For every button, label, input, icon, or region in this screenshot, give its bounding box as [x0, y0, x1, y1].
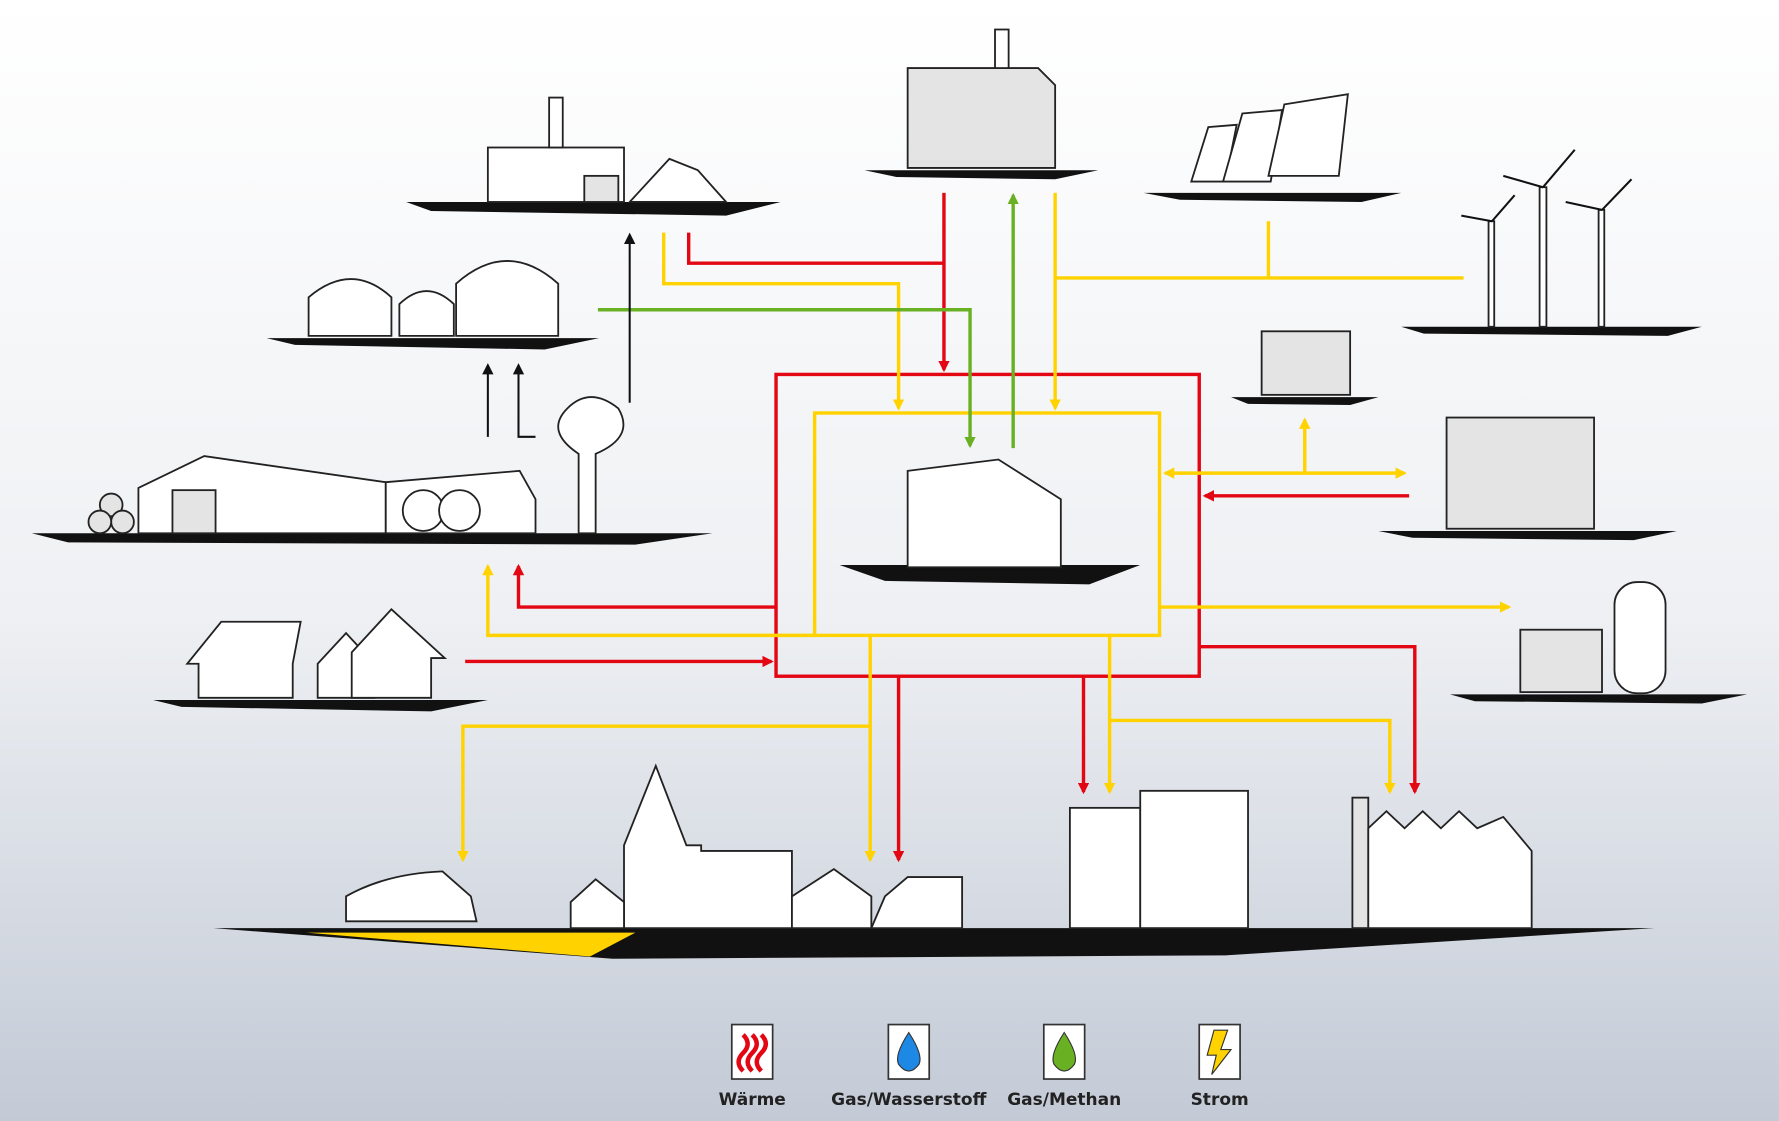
diagram: Wärme Gas/Wasserstoff Gas/Methan Strom: [0, 0, 1779, 1121]
legend-label: Wärme: [719, 1090, 786, 1110]
page: Wärme Gas/Wasserstoff Gas/Methan Strom (…: [0, 0, 1779, 1121]
legend-label: Strom: [1191, 1090, 1249, 1110]
legend-label: Gas/Methan: [1007, 1090, 1121, 1110]
legend-label: Gas/Wasserstoff: [831, 1090, 986, 1110]
